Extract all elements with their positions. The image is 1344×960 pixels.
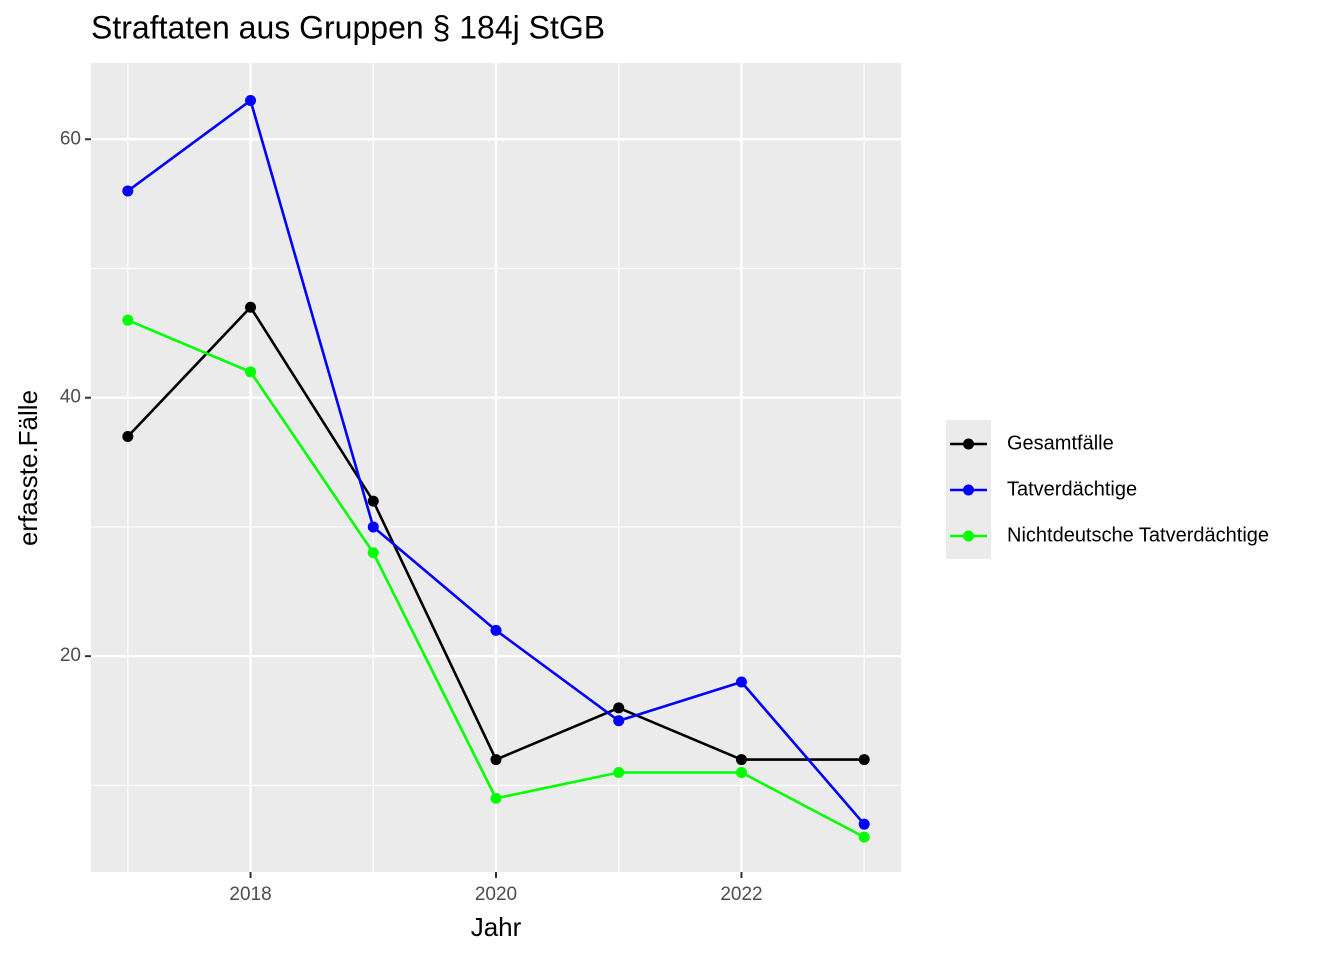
data-point	[613, 715, 625, 727]
data-point	[122, 430, 134, 442]
data-point	[613, 766, 625, 778]
chart-title: Straftaten aus Gruppen § 184j StGB	[91, 9, 605, 45]
data-point	[490, 792, 502, 804]
data-point	[122, 314, 134, 326]
data-point	[367, 547, 379, 559]
data-point	[613, 702, 625, 714]
y-tick-label: 60	[60, 128, 81, 149]
data-point	[245, 94, 257, 106]
legend-point	[963, 530, 974, 542]
data-point	[858, 818, 870, 830]
plot-area	[122, 94, 870, 843]
x-tick-label: 2020	[475, 884, 517, 905]
grid	[91, 63, 901, 872]
legend-label: Gesamtfälle	[1007, 432, 1114, 454]
data-point	[858, 754, 870, 766]
y-axis-label: erfasste.Fälle	[13, 390, 43, 546]
data-point	[367, 495, 379, 507]
legend-point	[963, 484, 974, 496]
data-point	[490, 624, 502, 636]
data-point	[245, 301, 257, 313]
data-point	[367, 521, 379, 533]
data-point	[735, 766, 747, 778]
legend-label: Tatverdächtige	[1007, 478, 1137, 500]
data-point	[735, 676, 747, 688]
data-point	[122, 185, 134, 197]
y-tick-label: 20	[60, 645, 81, 666]
y-tick-label: 40	[60, 387, 81, 408]
x-tick-label: 2022	[720, 884, 762, 905]
x-axis-label: Jahr	[471, 912, 522, 942]
data-point	[245, 366, 257, 378]
data-point	[490, 754, 502, 766]
data-point	[735, 754, 747, 766]
x-tick-label: 2018	[229, 884, 271, 905]
legend-label: Nichtdeutsche Tatverdächtige	[1007, 524, 1269, 546]
data-point	[858, 831, 870, 843]
legend-point	[963, 438, 974, 450]
